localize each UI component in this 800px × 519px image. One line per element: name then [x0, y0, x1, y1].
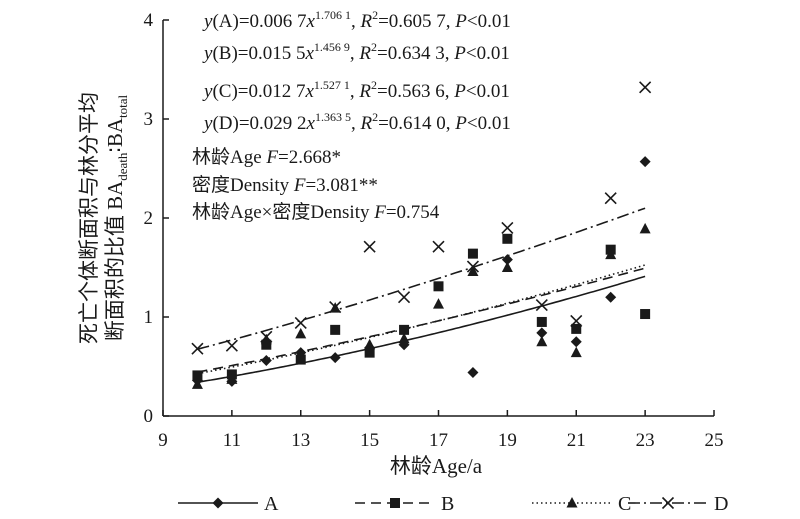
point-D: [604, 192, 617, 205]
point-B: [364, 347, 375, 358]
fit-curve-A: [197, 275, 646, 384]
point-B: [192, 370, 203, 381]
legend: A B C D: [178, 493, 728, 515]
point-D: [501, 221, 514, 234]
point-C: [605, 248, 617, 260]
fit-curve-B: [197, 267, 646, 373]
point-A: [329, 352, 341, 364]
legend-marker-C: [566, 497, 578, 508]
point-A: [536, 327, 548, 339]
legend-marker-D: [661, 496, 675, 510]
y-tick-label: 1: [144, 307, 154, 328]
y-axis-title-line1: 死亡个体断面积与林分平均: [77, 92, 101, 344]
point-D: [191, 342, 204, 355]
point-D: [432, 240, 445, 253]
point-B: [640, 309, 651, 320]
x-tick-label: 9: [158, 430, 168, 451]
x-tick-label: 15: [360, 430, 379, 451]
y-axis-title: 死亡个体断面积与林分平均 断面积的比值 BAdeath∶BAtotal: [77, 92, 130, 344]
point-B: [399, 324, 410, 335]
x-axis-title: 林龄Age/a: [390, 454, 483, 478]
point-D: [225, 339, 238, 352]
point-D: [570, 314, 583, 328]
point-D: [397, 291, 411, 304]
legend-label-C: C: [618, 493, 631, 515]
point-A: [260, 355, 272, 367]
legend-label-B: B: [441, 493, 454, 515]
y-tick-label: 2: [144, 208, 154, 229]
point-A: [570, 336, 582, 348]
point-D: [466, 260, 480, 273]
equation-1: y(A)=0.006 7x1.706 1, R2=0.605 7, P<0.01: [202, 8, 511, 32]
point-B: [433, 281, 444, 292]
point-C: [536, 335, 548, 347]
point-D: [639, 81, 652, 94]
point-B: [295, 354, 306, 365]
y-tick-label: 0: [144, 406, 154, 427]
anova-line-2: 密度Density F=3.081**: [192, 174, 378, 196]
point-D: [329, 301, 342, 314]
equation-2: y(B)=0.015 5x1.456 9, R2=0.634 3, P<0.01: [202, 40, 510, 64]
legend-label-D: D: [714, 493, 728, 515]
regression-equations: y(A)=0.006 7x1.706 1, R2=0.605 7, P<0.01…: [202, 8, 511, 134]
y-tick-label: 3: [144, 109, 154, 130]
point-C: [570, 346, 582, 358]
x-tick-label: 19: [498, 430, 517, 451]
point-C: [295, 327, 307, 339]
legend-label-A: A: [264, 493, 279, 515]
y-axis-title-line2: 断面积的比值 BAdeath∶BAtotal: [103, 94, 130, 341]
equation-3: y(C)=0.012 7x1.527 1, R2=0.563 6, P<0.01: [202, 78, 510, 102]
point-D: [294, 316, 307, 330]
y-tick-label: 4: [144, 10, 154, 31]
legend-marker-A: [212, 497, 224, 509]
anova-line-1: 林龄Age F=2.668*: [192, 146, 341, 168]
fit-curve-D: [197, 207, 646, 350]
point-C: [364, 338, 376, 350]
equation-4: y(D)=0.029 2x1.363 5, R2=0.614 0, P<0.01: [202, 110, 511, 134]
x-ticks: 9 11 13 15 17 19 21 23 25: [158, 410, 724, 451]
x-tick-label: 21: [567, 430, 586, 451]
point-B: [571, 323, 582, 334]
anova-results: 林龄Age F=2.668* 密度Density F=3.081** 林龄Age×密…: [192, 146, 440, 223]
point-B: [536, 316, 547, 327]
point-B: [467, 248, 478, 259]
x-tick-label: 13: [291, 430, 310, 451]
x-tick-label: 11: [223, 430, 241, 451]
point-C: [501, 261, 513, 272]
point-C: [260, 333, 272, 345]
point-C: [191, 378, 203, 389]
fitted-curves: [197, 207, 646, 384]
point-C: [398, 332, 410, 344]
point-D: [535, 299, 548, 312]
legend-marker-B: [390, 498, 400, 508]
point-D: [363, 240, 376, 253]
data-markers: [191, 81, 652, 389]
point-A: [605, 291, 617, 303]
point-C: [467, 265, 479, 276]
point-A: [467, 366, 479, 378]
y-ticks: 0 1 2 3 4: [144, 10, 169, 427]
x-tick-label: 25: [705, 430, 724, 451]
point-C: [433, 298, 444, 309]
point-C: [639, 222, 651, 234]
point-A: [639, 156, 651, 168]
x-tick-label: 17: [429, 430, 448, 451]
anova-line-3: 林龄Age×密度Density F=0.754: [192, 201, 440, 223]
point-A: [501, 254, 513, 266]
point-B: [261, 339, 272, 350]
point-B: [502, 233, 513, 244]
point-B: [330, 324, 341, 335]
fit-curve-C: [197, 264, 646, 375]
point-C: [226, 373, 238, 384]
x-tick-label: 23: [636, 430, 655, 451]
point-D: [260, 330, 273, 343]
